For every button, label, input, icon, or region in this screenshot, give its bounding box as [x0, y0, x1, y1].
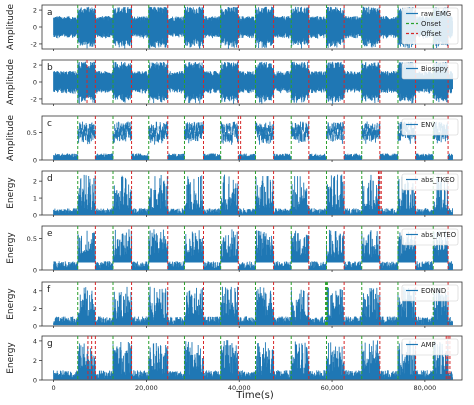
y-tick-label: 0 — [33, 377, 37, 385]
y-axis-label: Energy — [6, 177, 16, 209]
panel-frame — [41, 115, 463, 161]
panel-d: 0 1 2 Energy d abs_TKEO — [6, 170, 463, 220]
y-tick-label: 0 — [33, 267, 37, 275]
y-tick-label: 2 — [33, 305, 37, 313]
y-tick-label: 1 — [33, 195, 37, 203]
y-tick-label: 4 — [33, 337, 37, 345]
panel-frame — [41, 170, 463, 216]
panel-letter: f — [47, 285, 51, 295]
y-axis-label: Energy — [6, 232, 16, 264]
y-tick-label: 0 — [33, 24, 37, 32]
panel-a: -2 0 2 Amplitude a raw EMG Onset Offset — [6, 3, 463, 51]
y-tick-label: -2 — [31, 40, 37, 48]
y-tick-label: -2 — [31, 95, 37, 103]
legend-box — [401, 338, 459, 356]
panel-letter: c — [47, 119, 52, 129]
y-axis-label: Energy — [6, 288, 16, 320]
legend-box — [401, 228, 459, 246]
x-tick-label: 80,000 — [413, 384, 436, 392]
legend-box — [401, 284, 459, 302]
panel-letter: d — [47, 174, 53, 184]
legend-entry: ENV — [421, 121, 435, 129]
signal-trace — [53, 229, 453, 270]
panel-c: 0 0.5 Amplitude c ENV — [6, 114, 463, 165]
y-tick-label: 0.5 — [27, 235, 37, 243]
panel-letter: a — [47, 8, 53, 18]
legend-entry: Biosppy — [421, 65, 448, 73]
y-tick-label: 0 — [33, 79, 37, 87]
y-tick-label: 0 — [33, 157, 37, 165]
signal-trace — [53, 340, 453, 380]
legend-entry: abs_MTEO — [421, 231, 456, 239]
y-tick-label: 2 — [33, 7, 37, 15]
x-tick-label: 20,000 — [135, 384, 158, 392]
panel-f: 0 2 4 Energy f EONND — [6, 281, 463, 331]
legend-entry: AMP — [421, 341, 436, 349]
panel-letter: e — [47, 229, 53, 239]
y-axis-label: Amplitude — [6, 114, 16, 161]
signal-trace — [53, 61, 453, 104]
y-tick-label: 2 — [33, 178, 37, 186]
panel-letter: g — [47, 339, 53, 349]
y-axis-label: Energy — [6, 342, 16, 374]
legend: abs_MTEO — [401, 228, 459, 246]
legend-box — [401, 7, 459, 45]
x-axis-label: Time(s) — [235, 390, 274, 401]
y-tick-label: 0 — [33, 212, 37, 220]
x-tick-label: 60,000 — [321, 384, 344, 392]
legend-entry: Offset — [421, 30, 442, 38]
signal-trace — [53, 174, 453, 215]
legend: Biosppy — [401, 62, 459, 80]
y-tick-label: 4 — [33, 287, 37, 295]
legend: raw EMG Onset Offset — [401, 7, 459, 45]
y-axis-label: Amplitude — [6, 3, 16, 50]
signal-trace — [53, 286, 453, 326]
legend: ENV — [401, 118, 459, 136]
legend-entry: abs_TKEO — [421, 176, 455, 184]
panel-e: 0 0.5 Energy e abs_MTEO — [6, 225, 463, 275]
y-tick-label: 2 — [33, 62, 37, 70]
panel-letter: b — [47, 63, 53, 73]
legend-entry: Onset — [421, 20, 441, 28]
legend-box — [401, 62, 459, 80]
panel-b: -2 0 2 Amplitude b Biosppy — [6, 58, 463, 106]
x-tick-label: 0 — [52, 384, 56, 392]
legend: AMP — [401, 338, 459, 356]
x-tick-label: 40,000 — [228, 384, 251, 392]
y-tick-label: 2 — [33, 357, 37, 365]
y-tick-label: 0.5 — [27, 129, 37, 137]
x-axis: 0 20,000 40,000 60,000 80,000 — [52, 384, 437, 392]
legend-entry: raw EMG — [421, 10, 451, 18]
y-tick-label: 0 — [33, 323, 37, 331]
legend: EONND — [401, 284, 459, 302]
panel-g: 0 2 4 Energy g AMP — [6, 335, 463, 385]
y-axis-label: Amplitude — [6, 58, 16, 105]
legend: abs_TKEO — [401, 173, 459, 191]
legend-box — [401, 173, 459, 191]
legend-entry: EONND — [421, 287, 446, 295]
legend-box — [401, 118, 459, 136]
